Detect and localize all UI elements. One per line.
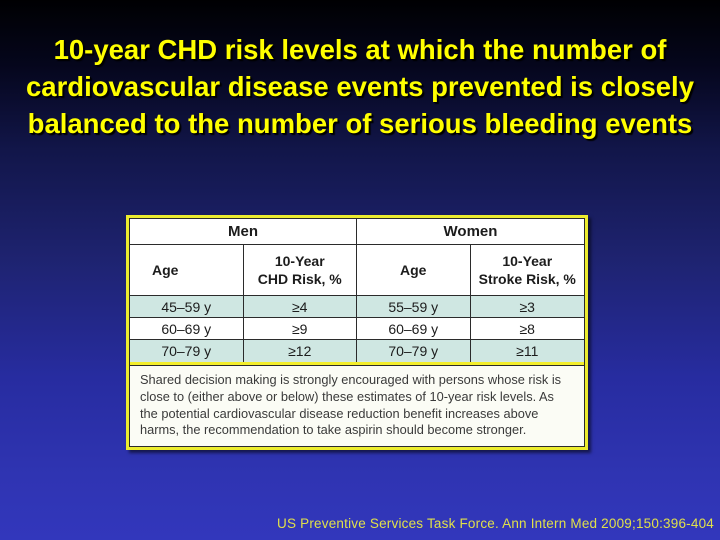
- cell-men-risk: ≥9: [244, 318, 357, 339]
- table-column-header-row: Age 10-Year CHD Risk, % Age 10-Year Stro…: [130, 245, 584, 296]
- cell-men-age: 60–69 y: [130, 318, 244, 339]
- column-header-women-risk-line1: 10-Year: [502, 253, 553, 269]
- column-header-men-age: Age: [130, 245, 244, 295]
- title-line-2: cardiovascular disease events prevented …: [25, 71, 694, 102]
- title-line-1: 10-year CHD risk levels at which the num…: [53, 34, 667, 65]
- group-header-men: Men: [130, 219, 357, 244]
- cell-men-risk: ≥4: [244, 296, 357, 317]
- risk-table: Men Women Age 10-Year CHD Risk, % Age 10…: [129, 218, 585, 448]
- column-header-men-risk-line1: 10-Year: [274, 253, 325, 269]
- cell-women-risk: ≥11: [516, 343, 539, 359]
- cell-women-risk: ≥3: [519, 298, 535, 315]
- risk-table-card: Men Women Age 10-Year CHD Risk, % Age 10…: [126, 215, 588, 451]
- column-header-women-age: Age: [357, 245, 471, 295]
- cell-men-age: 45–59 y: [130, 296, 244, 317]
- slide-title: 10-year CHD risk levels at which the num…: [0, 31, 720, 142]
- group-header-women: Women: [443, 223, 498, 240]
- table-row: 70–79 y ≥12 70–79 y ≥11: [130, 340, 584, 362]
- column-header-women-risk-line2: Stroke Risk, %: [478, 271, 576, 287]
- cell-men-risk: ≥12: [244, 340, 357, 362]
- table-note-box: Shared decision making is strongly encou…: [130, 365, 584, 447]
- cell-women-age: 55–59 y: [357, 296, 471, 317]
- column-header-women-risk: 10-Year Stroke Risk, %: [471, 245, 585, 295]
- column-header-men-risk: 10-Year CHD Risk, %: [244, 245, 357, 295]
- cell-women-age: 60–69 y: [357, 318, 471, 339]
- table-group-header-row: Men Women: [130, 219, 584, 245]
- cell-women-age: 70–79 y: [357, 340, 471, 362]
- citation-text: US Preventive Services Task Force. Ann I…: [277, 516, 714, 531]
- table-note-text: Shared decision making is strongly encou…: [140, 372, 562, 438]
- table-row: 60–69 y ≥9 60–69 y ≥8: [130, 318, 584, 340]
- cell-women-risk: ≥8: [519, 320, 535, 337]
- title-line-3: balanced to the number of serious bleedi…: [27, 108, 693, 139]
- column-header-men-risk-line2: CHD Risk, %: [257, 271, 342, 287]
- note-divider-line: [130, 362, 584, 365]
- cell-men-age: 70–79 y: [130, 340, 244, 362]
- table-row: 45–59 y ≥4 55–59 y ≥3: [130, 296, 584, 318]
